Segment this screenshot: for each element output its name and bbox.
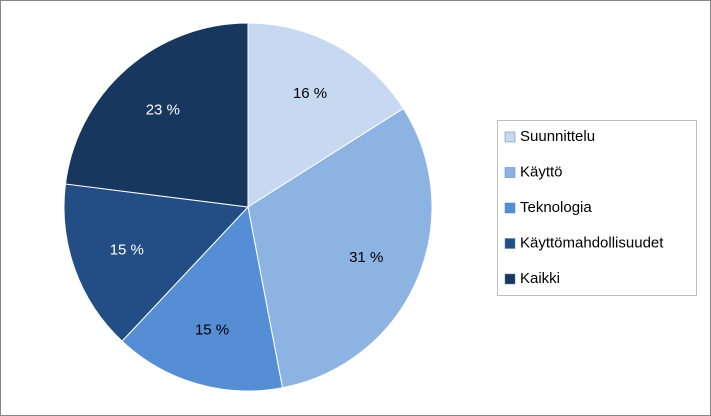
legend-label: Kaikki bbox=[520, 270, 560, 287]
data-label: 15 % bbox=[195, 322, 229, 339]
legend-swatch bbox=[504, 202, 516, 214]
pie-slice bbox=[247, 107, 433, 389]
pie-slice bbox=[63, 183, 250, 342]
data-label: 23 % bbox=[146, 101, 180, 118]
legend-label: Käyttö bbox=[520, 163, 563, 180]
pie-slice bbox=[64, 22, 249, 208]
legend-swatch bbox=[504, 273, 516, 285]
legend-label: Käyttömahdollisuudet bbox=[520, 234, 664, 251]
legend-swatch bbox=[504, 167, 516, 178]
data-label: 15 % bbox=[110, 242, 144, 259]
legend-box bbox=[497, 120, 697, 296]
pie-slice bbox=[247, 22, 405, 208]
legend-swatch bbox=[504, 238, 516, 249]
legend-label: Teknologia bbox=[520, 199, 592, 216]
data-label: 16 % bbox=[293, 85, 327, 102]
pie-slice bbox=[121, 205, 284, 392]
legend-swatch bbox=[504, 131, 516, 143]
legend-label: Suunnittelu bbox=[520, 128, 595, 145]
data-label: 31 % bbox=[349, 249, 383, 266]
